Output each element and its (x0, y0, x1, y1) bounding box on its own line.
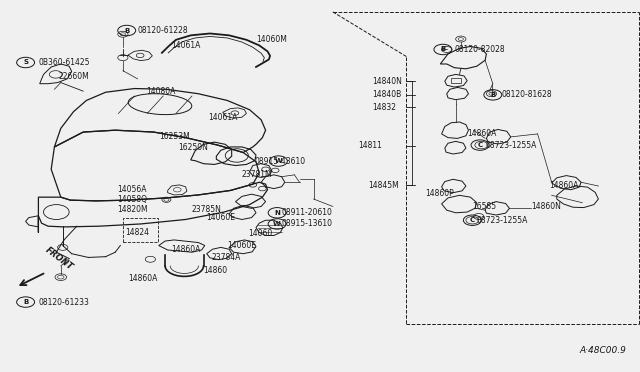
Text: 08120-61228: 08120-61228 (138, 26, 188, 35)
Text: 14060: 14060 (248, 229, 273, 238)
Text: C: C (470, 217, 475, 223)
Text: 14061A: 14061A (172, 41, 201, 50)
Text: 14080A: 14080A (146, 87, 175, 96)
Text: 14840B: 14840B (372, 90, 402, 99)
Text: 14820M: 14820M (117, 205, 148, 214)
Text: 14845M: 14845M (368, 181, 399, 190)
Text: 08723-1255A: 08723-1255A (477, 216, 528, 225)
Text: 14060M: 14060M (256, 35, 287, 44)
Text: 22660M: 22660M (59, 72, 90, 81)
Text: 14061A: 14061A (208, 113, 237, 122)
Bar (123, 218, 158, 242)
Text: 08915-13610: 08915-13610 (282, 219, 333, 228)
Text: S: S (23, 60, 28, 65)
Text: C: C (477, 142, 483, 148)
Text: 08120-81628: 08120-81628 (501, 90, 552, 99)
Text: 14860A: 14860A (467, 129, 497, 138)
Text: B: B (124, 28, 129, 33)
Bar (451, 78, 461, 83)
Text: B: B (440, 46, 445, 52)
Text: 14060E: 14060E (206, 213, 235, 222)
Text: 14832: 14832 (372, 103, 396, 112)
Text: 16585: 16585 (472, 202, 497, 211)
Text: 23785N: 23785N (192, 205, 222, 214)
Text: 14056A: 14056A (117, 185, 147, 194)
Text: B: B (490, 92, 495, 98)
Text: 08120-82028: 08120-82028 (454, 45, 505, 54)
Text: 14860P: 14860P (426, 189, 454, 198)
Text: 14860A: 14860A (549, 182, 579, 190)
Text: A·48C00.9: A·48C00.9 (579, 346, 626, 355)
Text: 08911-20610: 08911-20610 (282, 208, 332, 217)
Text: 14860: 14860 (204, 266, 228, 275)
Text: 14840N: 14840N (372, 77, 403, 86)
Text: 14860A: 14860A (128, 274, 157, 283)
Text: 14860A: 14860A (172, 246, 201, 254)
Text: 23781M: 23781M (242, 170, 273, 179)
Text: B: B (23, 299, 28, 305)
Text: 23784A: 23784A (211, 253, 241, 262)
Text: 14811: 14811 (358, 141, 382, 150)
Text: 16250N: 16250N (178, 143, 208, 152)
Text: 14058Q: 14058Q (117, 195, 147, 204)
Text: 08723-1255A: 08723-1255A (485, 141, 536, 150)
Text: N: N (274, 210, 280, 216)
Text: FRONT: FRONT (44, 245, 75, 272)
Text: 08120-61233: 08120-61233 (38, 298, 89, 307)
Text: W: W (275, 158, 282, 164)
Text: 14860N: 14860N (531, 202, 561, 211)
Text: 16253M: 16253M (159, 132, 189, 141)
Text: 0B360-61425: 0B360-61425 (38, 58, 90, 67)
Text: W: W (273, 221, 281, 227)
Text: 08915-43610: 08915-43610 (254, 157, 305, 166)
Text: 14824: 14824 (125, 228, 149, 237)
Text: 14060E: 14060E (227, 241, 256, 250)
